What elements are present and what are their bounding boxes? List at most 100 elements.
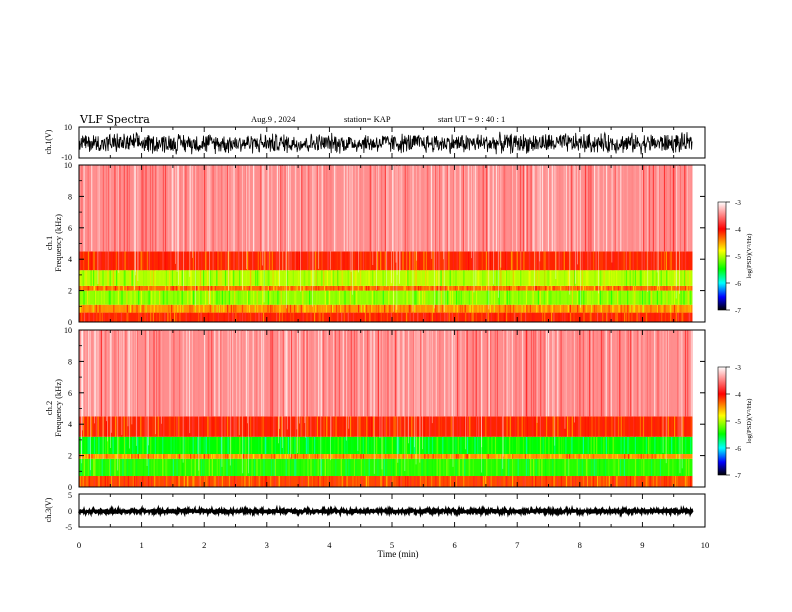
spectrogram-texture: [352, 416, 354, 437]
spectrogram-texture: [257, 330, 260, 417]
spectrogram-texture: [535, 458, 537, 477]
spectrogram-texture: [514, 285, 516, 291]
spectrogram-texture: [152, 416, 154, 437]
spectrogram-texture: [205, 436, 207, 455]
spectrogram-texture: [582, 165, 584, 252]
spectrogram-texture: [129, 454, 132, 459]
spectrogram-texture: [654, 330, 656, 417]
spectrogram-texture: [625, 312, 627, 322]
spectrogram-texture: [585, 476, 587, 487]
spectrogram-texture: [689, 285, 691, 291]
spectrogram-texture: [365, 285, 368, 291]
spectrogram-texture: [95, 330, 97, 417]
spectrogram-texture: [539, 304, 541, 313]
spectrogram-texture: [172, 270, 174, 286]
spectrogram-texture: [373, 416, 375, 437]
spectrogram-texture: [431, 285, 433, 291]
spectrogram-texture: [356, 290, 358, 305]
spectrogram-texture: [361, 285, 363, 291]
spectrogram-texture: [203, 458, 205, 477]
spectrogram-texture: [215, 416, 217, 437]
spectrogram-texture: [291, 285, 293, 291]
spectrogram-texture: [590, 165, 592, 252]
spectrogram-texture: [420, 312, 422, 322]
spectrogram-texture: [673, 304, 676, 313]
spectrogram-texture: [126, 304, 128, 313]
spectrogram-texture: [233, 165, 235, 252]
spectrogram-texture: [608, 458, 610, 477]
spectrogram-texture: [431, 270, 433, 286]
spectrogram-texture: [169, 330, 171, 417]
spectrogram-texture: [176, 458, 178, 477]
spectrogram-texture: [112, 476, 114, 487]
spectrogram-texture: [524, 416, 526, 437]
spectrogram-texture: [382, 454, 384, 459]
spectrogram-texture: [407, 165, 409, 252]
spectrogram-texture: [339, 458, 341, 477]
spectrogram-texture: [123, 416, 125, 437]
spectrogram-texture: [281, 304, 283, 313]
spectrogram-texture: [474, 290, 476, 305]
spectrogram-texture: [284, 454, 286, 459]
spectrogram-texture: [514, 454, 516, 459]
spectrogram-texture: [334, 476, 336, 487]
spectrogram-texture: [197, 251, 200, 271]
spectrogram-texture: [266, 458, 268, 477]
spectrogram-texture: [110, 454, 112, 459]
spectrogram-texture: [305, 436, 307, 455]
spectrogram-texture: [108, 165, 110, 252]
spectrogram-texture: [534, 251, 536, 271]
spectrogram-texture: [517, 476, 519, 487]
spectrogram-texture: [188, 312, 190, 322]
spectrogram-texture: [117, 476, 119, 487]
spectrogram-texture: [79, 304, 82, 313]
spectrogram-texture: [169, 416, 171, 437]
spectrogram-texture: [410, 165, 412, 252]
spectrogram-texture: [444, 312, 446, 322]
spectrogram-texture: [414, 251, 416, 271]
spectrogram-texture: [454, 285, 457, 291]
spectrogram-texture: [300, 304, 302, 313]
spectrogram-texture: [432, 454, 434, 459]
spectrogram-texture: [578, 458, 580, 477]
spectrogram-texture: [289, 476, 291, 487]
spectrogram-texture: [582, 476, 585, 487]
spectrogram-texture: [207, 270, 209, 286]
spectrogram-texture: [486, 290, 488, 305]
spectrogram-texture: [623, 290, 625, 305]
spectrogram-texture: [639, 290, 641, 305]
spectrogram-texture: [100, 476, 102, 487]
spectrogram-texture: [177, 251, 179, 271]
spectrogram-texture: [89, 165, 91, 252]
spectrogram-texture: [225, 251, 227, 271]
spectrogram-texture: [595, 416, 597, 437]
spectrogram-texture: [340, 304, 342, 313]
spectrogram-texture: [485, 251, 487, 271]
spectrogram-texture: [447, 285, 449, 291]
spectrogram-texture: [572, 476, 574, 487]
spectrogram-texture: [265, 476, 267, 487]
spectrogram-texture: [282, 458, 284, 477]
spectrogram-texture: [596, 436, 598, 455]
spectrogram-texture: [90, 285, 92, 291]
spectrogram-texture: [220, 436, 223, 455]
spectrogram-texture: [526, 454, 528, 459]
spectrogram-texture: [229, 454, 231, 459]
spectrogram-texture: [415, 251, 417, 271]
spectrogram-texture: [646, 304, 648, 313]
spectrogram-texture: [382, 290, 384, 305]
spectrogram-texture: [147, 330, 149, 417]
spectrogram-texture: [143, 270, 145, 286]
spectrogram-texture: [471, 290, 474, 305]
spectrogram-texture: [425, 416, 427, 437]
spectrogram-texture: [130, 330, 132, 417]
spectrogram-texture: [527, 458, 529, 477]
spectrogram-texture: [243, 436, 245, 455]
spectrogram-texture: [125, 330, 127, 417]
spectrogram-texture: [440, 290, 442, 305]
spectrogram-texture: [449, 476, 451, 487]
spectrogram-texture: [371, 458, 373, 477]
spectrogram-texture: [620, 304, 622, 313]
spectrogram-texture: [191, 416, 193, 437]
spectrogram-texture: [99, 251, 101, 271]
